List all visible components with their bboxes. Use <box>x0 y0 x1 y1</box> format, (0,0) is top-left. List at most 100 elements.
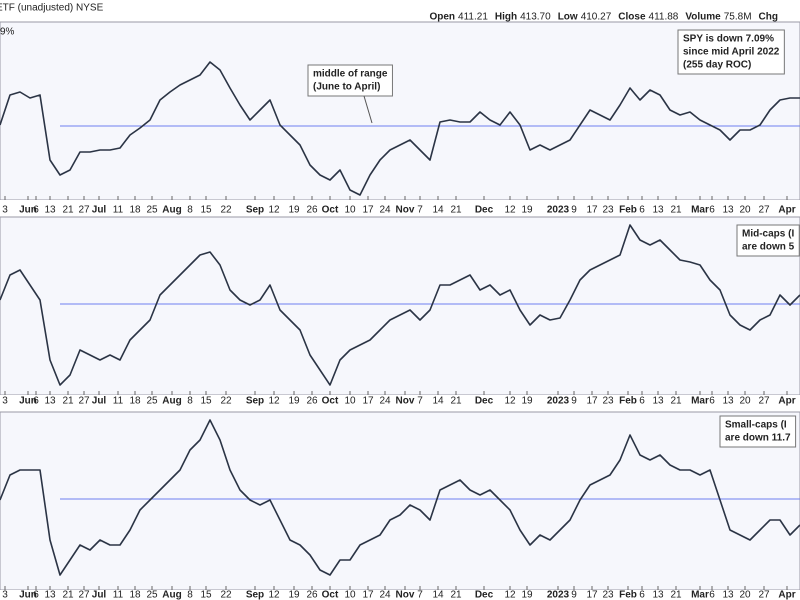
quote-value: 411.21 <box>458 12 488 23</box>
annotation-box: Small-caps (I are down 11.7 <box>719 415 797 448</box>
header-bar <box>0 0 800 22</box>
x-tick-label: 12 <box>268 396 280 407</box>
quote-value: 410.27 <box>581 12 612 23</box>
x-tick-label: 21 <box>62 590 74 600</box>
x-tick-label: Mar <box>691 396 709 407</box>
annotation-frame <box>307 64 393 97</box>
x-tick-label: 21 <box>62 205 74 216</box>
x-tick-label: Dec <box>475 396 494 407</box>
x-tick-label: 7 <box>417 205 423 216</box>
x-tick-label: Jul <box>92 205 107 216</box>
x-tick-label: Oct <box>322 590 339 600</box>
x-tick-label: 25 <box>146 396 158 407</box>
annotation-box: middle of range (June to April) <box>307 64 393 124</box>
x-tick-label: 7 <box>417 590 423 600</box>
annotation-frame <box>736 224 800 257</box>
quote-label: Close <box>618 12 646 23</box>
x-tick-label: 27 <box>758 396 770 407</box>
x-tick-label: 6 <box>33 396 39 407</box>
x-tick-label: 8 <box>187 396 193 407</box>
x-tick-label: 26 <box>306 396 318 407</box>
x-tick-label: 2023 <box>547 396 570 407</box>
annotation-text: middle of range <box>313 69 388 80</box>
x-tick-label: 21 <box>670 396 682 407</box>
x-tick-label: 22 <box>220 590 232 600</box>
x-tick-label: 3 <box>2 590 8 600</box>
x-tick-label: 17 <box>362 396 374 407</box>
x-tick-label: 22 <box>220 205 232 216</box>
x-tick-label: 6 <box>639 590 645 600</box>
x-tick-label: 26 <box>306 205 318 216</box>
price-line <box>0 61 800 196</box>
x-tick-label: Nov <box>396 396 415 407</box>
x-tick-label: 6 <box>709 396 715 407</box>
x-tick-label: Mar <box>691 205 709 216</box>
x-tick-label: 12 <box>504 205 516 216</box>
x-tick-label: Jun <box>19 590 37 600</box>
x-tick-label: 21 <box>62 396 74 407</box>
x-tick-label: Dec <box>475 205 494 216</box>
x-tick-label: 8 <box>187 205 193 216</box>
x-tick-label: Dec <box>475 590 494 600</box>
x-tick-label: 3 <box>2 396 8 407</box>
x-tick-label: 3 <box>2 205 8 216</box>
x-tick-label: 14 <box>432 205 444 216</box>
x-tick-label: 24 <box>379 396 391 407</box>
x-tick-label: Jul <box>92 590 107 600</box>
x-tick-label: Sep <box>246 396 264 407</box>
x-tick-label: Apr <box>778 205 795 216</box>
panel-background <box>0 216 800 396</box>
x-tick-label: Aug <box>162 396 181 407</box>
x-tick-label: 19 <box>288 590 300 600</box>
x-tick-label: 17 <box>586 590 598 600</box>
x-tick-label: 13 <box>44 396 56 407</box>
x-tick-label: 18 <box>129 205 141 216</box>
x-tick-label: 6 <box>33 590 39 600</box>
x-tick-label: 12 <box>504 396 516 407</box>
x-tick-label: 17 <box>362 205 374 216</box>
quote-value: 413.70 <box>520 12 551 23</box>
x-tick-label: 9 <box>571 205 577 216</box>
annotation-frame <box>719 415 797 448</box>
annotation-text: are down 5 <box>742 242 795 253</box>
annotation-box: Mid-caps (I are down 5 <box>736 224 800 257</box>
x-tick-label: 10 <box>344 205 356 216</box>
x-tick-label: 13 <box>44 205 56 216</box>
x-tick-label: 14 <box>432 396 444 407</box>
quote-value: 75.8M <box>724 12 752 23</box>
annotation-arrow <box>363 95 373 124</box>
quote-label: High <box>495 12 517 23</box>
x-tick-label: 17 <box>362 590 374 600</box>
x-tick-label: Aug <box>162 205 181 216</box>
date-strip <box>0 590 800 600</box>
x-tick-label: 6 <box>33 205 39 216</box>
x-tick-label: 18 <box>129 590 141 600</box>
x-tick-label: Jul <box>92 396 107 407</box>
x-tick-label: 25 <box>146 590 158 600</box>
x-tick-label: 19 <box>521 396 533 407</box>
quote-label: Volume <box>685 12 721 23</box>
annotation-text: Small-caps (I <box>725 420 787 431</box>
x-tick-label: 20 <box>739 205 751 216</box>
x-tick-label: 17 <box>586 396 598 407</box>
x-tick-label: 11 <box>113 205 124 216</box>
date-strip <box>0 200 800 217</box>
symbol: ETF (unadjusted) NYSE <box>0 3 104 14</box>
x-tick-label: 20 <box>739 590 751 600</box>
annotation-text: (June to April) <box>313 82 380 93</box>
x-tick-label: 21 <box>670 205 682 216</box>
x-tick-label: 24 <box>379 205 391 216</box>
x-tick-label: Feb <box>619 396 637 407</box>
price-line <box>0 419 800 576</box>
x-tick-label: 9 <box>571 396 577 407</box>
x-tick-label: 10 <box>344 590 356 600</box>
x-tick-label: 6 <box>639 396 645 407</box>
x-tick-label: 27 <box>78 396 90 407</box>
x-tick-label: Oct <box>322 396 339 407</box>
x-tick-label: 13 <box>722 590 734 600</box>
annotation-text: are down 11.7 <box>725 433 791 444</box>
x-tick-label: Feb <box>619 590 637 600</box>
x-tick-label: Apr <box>778 396 795 407</box>
x-tick-label: 13 <box>652 396 664 407</box>
